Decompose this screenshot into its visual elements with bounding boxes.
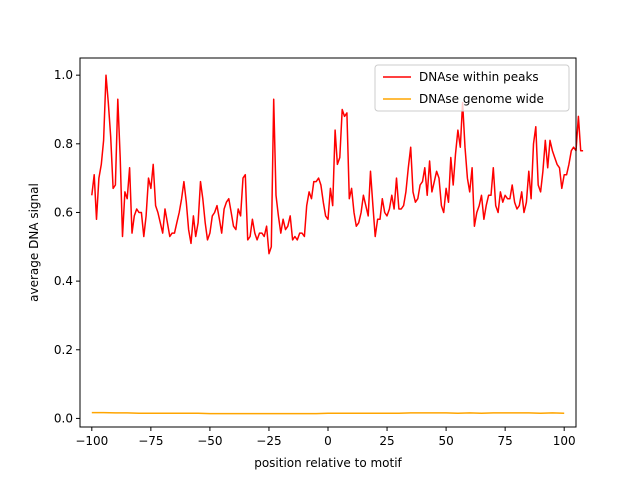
y-tick-label: 0.6 xyxy=(54,205,73,219)
x-axis-ticks: −100 −75 −50 −25 0 25 50 75 100 xyxy=(75,427,576,448)
legend: DNAse within peaks DNAse genome wide xyxy=(374,64,570,112)
y-tick-label: 0.0 xyxy=(54,411,73,425)
y-tick-label: 0.8 xyxy=(54,137,73,151)
x-tick-label: −25 xyxy=(256,434,281,448)
x-tick-label: 50 xyxy=(438,434,453,448)
x-tick-label: 100 xyxy=(553,434,576,448)
x-tick-label: −50 xyxy=(197,434,222,448)
x-tick-label: 75 xyxy=(498,434,513,448)
x-tick-label: 0 xyxy=(324,434,332,448)
y-axis-ticks: 0.0 0.2 0.4 0.6 0.8 1.0 xyxy=(54,68,80,425)
legend-entry-label: DNAse within peaks xyxy=(419,70,539,84)
x-tick-label: −100 xyxy=(75,434,108,448)
x-tick-label: −75 xyxy=(138,434,163,448)
legend-entry-label: DNAse genome wide xyxy=(419,92,544,106)
series-layer xyxy=(91,74,584,415)
y-tick-label: 0.4 xyxy=(54,274,73,288)
y-tick-label: 1.0 xyxy=(54,68,73,82)
series-line-dnase-genome-wide xyxy=(91,411,565,415)
x-axis-label: position relative to motif xyxy=(254,456,402,470)
legend-box xyxy=(374,64,570,112)
x-tick-label: 25 xyxy=(379,434,394,448)
y-axis-label: average DNA signal xyxy=(27,183,41,302)
series-line-dnase-within-peaks xyxy=(91,74,584,255)
y-tick-label: 0.2 xyxy=(54,343,73,357)
